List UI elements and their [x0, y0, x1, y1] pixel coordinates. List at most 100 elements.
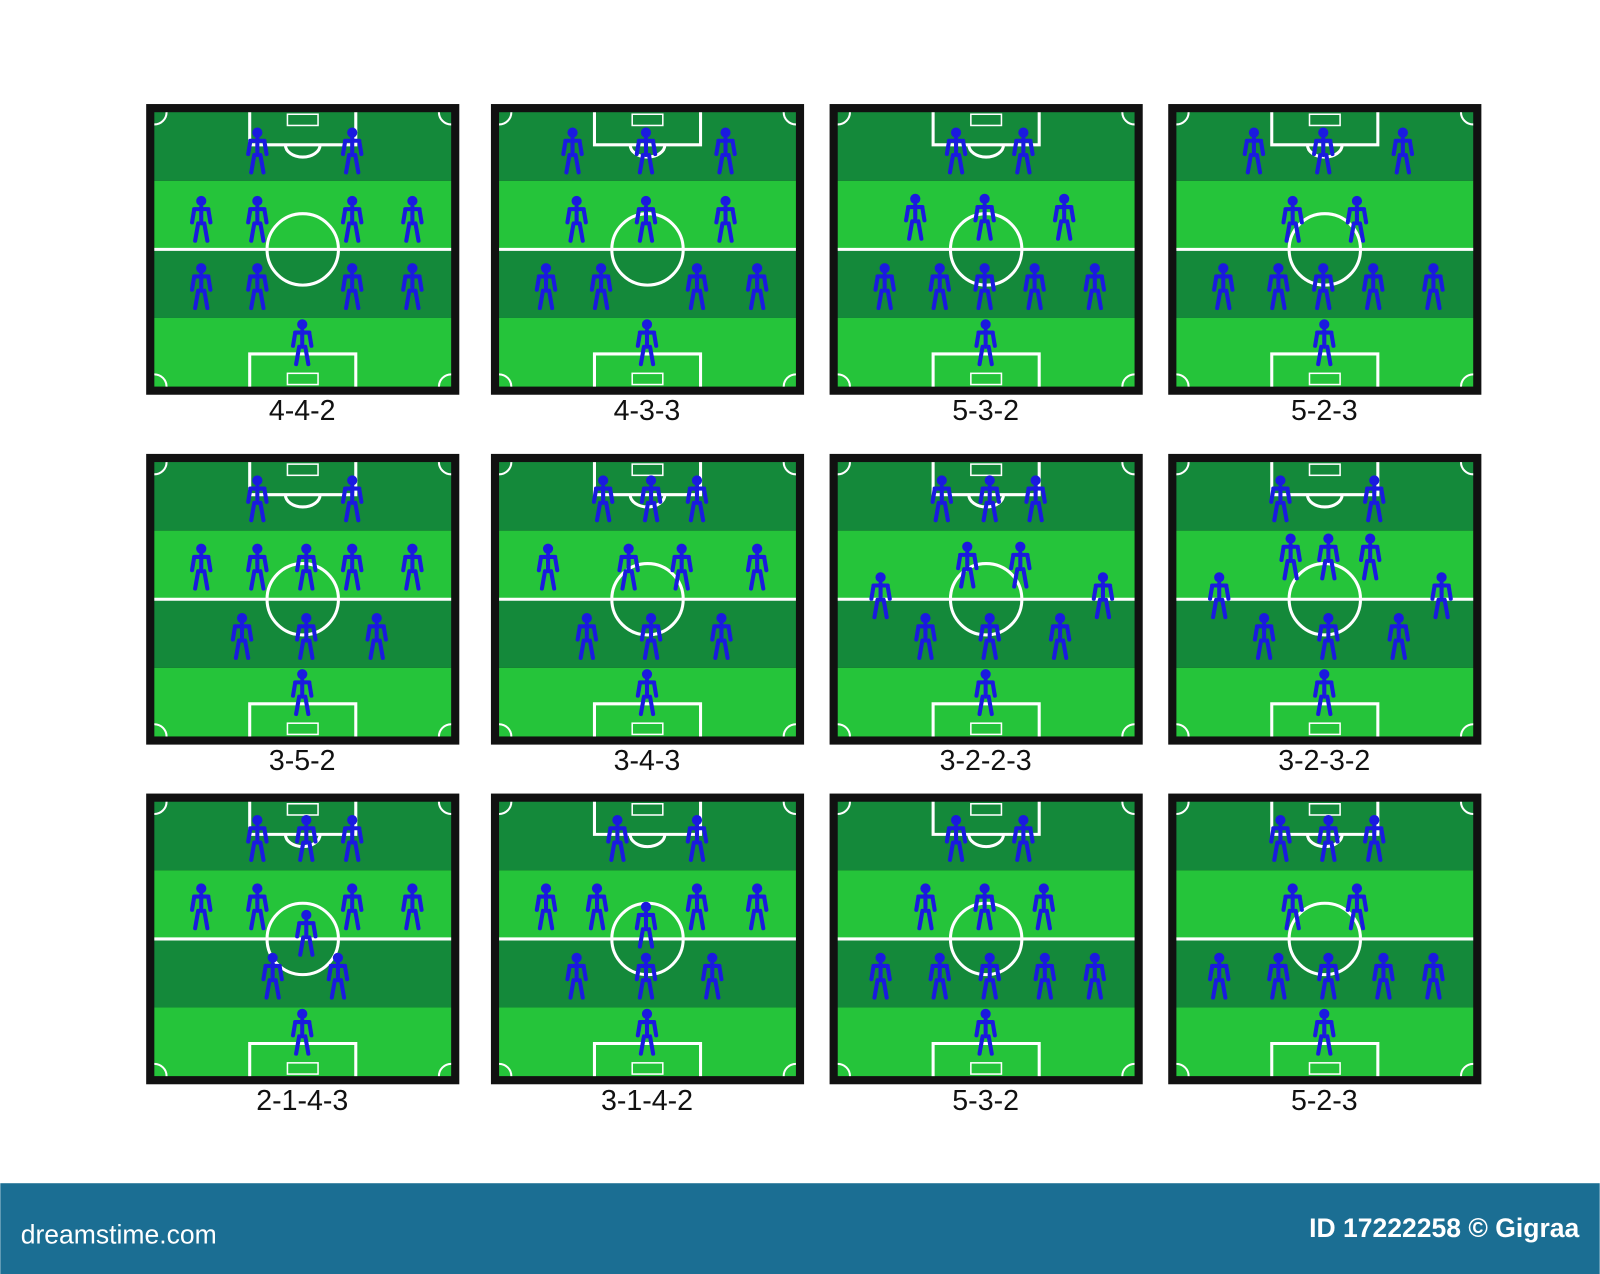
player-head [301, 909, 312, 921]
top-arc [1305, 494, 1344, 509]
player [340, 127, 364, 175]
pitch-stripe [837, 801, 1135, 871]
player-body [974, 328, 997, 367]
formation-board: 5-3-2 [829, 793, 1143, 1117]
player-head [1018, 127, 1029, 138]
player-body [291, 1017, 314, 1056]
pitch-stripe [499, 462, 796, 531]
player-body [295, 552, 318, 591]
player [1052, 193, 1076, 241]
pitch-lines [154, 112, 452, 387]
player-head [1214, 952, 1225, 963]
player-head [984, 952, 995, 963]
player [340, 543, 364, 591]
player-body [534, 272, 558, 311]
player [401, 263, 424, 311]
player-head [297, 319, 308, 330]
player-body [701, 961, 724, 1000]
player [340, 814, 364, 862]
center-circle [265, 562, 340, 637]
top-net [1308, 803, 1341, 816]
player-head [979, 883, 990, 894]
player-body [295, 824, 318, 862]
player-body [1345, 205, 1369, 243]
player [635, 319, 659, 367]
player-head [691, 475, 703, 486]
player-head [1089, 952, 1100, 963]
player [326, 952, 350, 1000]
player-body [670, 552, 693, 591]
player [1208, 572, 1231, 620]
formation-board: 5-2-3 [1168, 793, 1482, 1117]
player-head [1248, 127, 1260, 138]
player-head [720, 127, 731, 138]
player-body [1208, 961, 1231, 1000]
player-head [252, 127, 263, 138]
player [295, 543, 318, 591]
player-body [944, 136, 968, 175]
player [873, 263, 896, 311]
player-body [1345, 892, 1369, 931]
formation-board: 4-3-3 [490, 104, 805, 427]
player-head [1055, 613, 1066, 624]
player-body [1083, 961, 1107, 1000]
player-head [571, 952, 582, 963]
formation-label: 3-2-3-2 [1278, 745, 1370, 777]
player-body [536, 552, 560, 591]
player [1281, 195, 1304, 243]
player-head [752, 263, 763, 274]
player [561, 127, 584, 175]
player [401, 195, 424, 243]
formation-label: 3-1-4-2 [601, 1085, 693, 1117]
player [973, 193, 996, 241]
player [246, 475, 269, 523]
player-head [1275, 475, 1286, 486]
player [1317, 814, 1340, 862]
player [190, 543, 213, 591]
player-head [1287, 195, 1298, 207]
player-body [635, 328, 659, 367]
player-head [716, 613, 727, 624]
player [246, 127, 269, 175]
player-head [196, 543, 207, 554]
player-head [407, 883, 418, 894]
player-body [634, 136, 658, 175]
player-head [640, 195, 652, 207]
player [1281, 883, 1304, 931]
player [1313, 1008, 1336, 1056]
player-body [1048, 622, 1072, 660]
bottom-box [931, 1041, 1041, 1077]
player-head [301, 543, 312, 554]
player-head [641, 319, 653, 330]
player-body [685, 272, 709, 311]
top-net [1308, 463, 1341, 477]
player-head [1273, 952, 1284, 963]
pitch-stripe [154, 112, 452, 181]
formation-label: 5-2-3 [1291, 395, 1358, 427]
player-head [676, 543, 687, 554]
player [1091, 572, 1115, 620]
player-head [1351, 195, 1363, 207]
player [591, 475, 615, 523]
player-body [1091, 581, 1115, 620]
formation-label: 3-2-2-3 [940, 745, 1032, 777]
player-head [571, 195, 582, 207]
top-box [248, 112, 358, 147]
player-head [979, 193, 990, 205]
player-body [190, 205, 213, 243]
player-body [639, 622, 663, 660]
pitch-stripe [837, 462, 1135, 531]
player-body [1422, 961, 1445, 1000]
player [634, 952, 658, 1000]
player-head [984, 475, 995, 486]
player-body [246, 205, 269, 243]
player [340, 883, 364, 931]
player [1033, 952, 1057, 1000]
formation-board: 3-5-2 [146, 453, 460, 777]
player-head [936, 475, 947, 486]
player-body [1362, 272, 1385, 311]
bottom-net [286, 1062, 319, 1075]
player-body [745, 552, 769, 591]
player [685, 475, 709, 523]
player [635, 1008, 659, 1056]
